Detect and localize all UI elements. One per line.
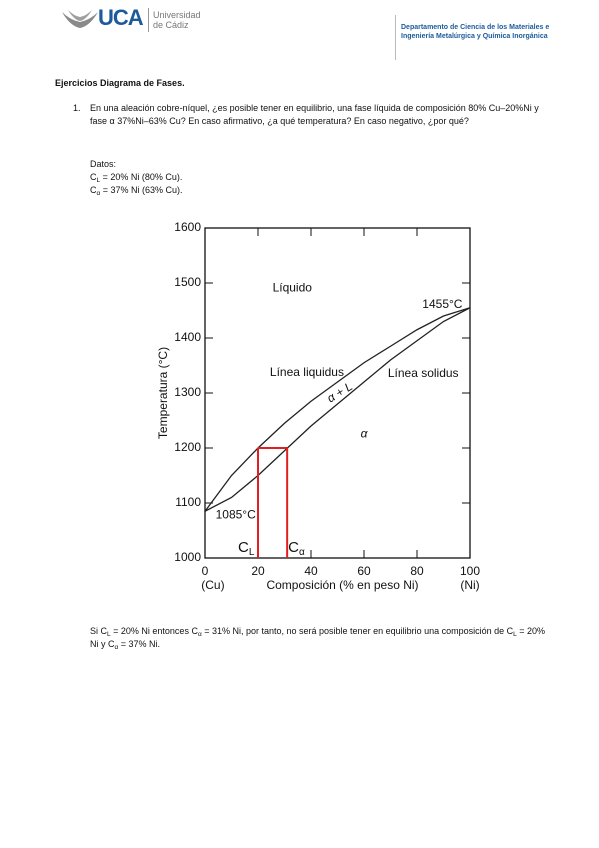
datos-text: = 20% Ni (80% Cu).: [100, 172, 183, 182]
y-axis-label: Temperatura (°C): [156, 347, 170, 439]
conclusion-subscript: L: [513, 631, 517, 638]
datos-text: = 37% Ni (63% Cu).: [100, 185, 183, 195]
conclusion-text: = 31% Ni, por tanto, no será posible ten…: [201, 626, 514, 636]
datos-line: CL = 20% Ni (80% Cu).: [90, 171, 183, 184]
x-axis-label: Composición (% en peso Ni): [266, 578, 418, 592]
phase-line: [204, 307, 471, 512]
datos-subscript: α: [96, 190, 101, 197]
annotation: 1455°C: [422, 297, 462, 311]
x-tick-label: 20: [251, 564, 265, 578]
department: Departamento de Ciencia de los Materiale…: [401, 23, 549, 41]
conclusion-subscript: L: [107, 631, 111, 638]
marker-label-text: C: [238, 539, 249, 556]
phase-diagram: 0 20 40 60 80 100 1000 1100 1200 1300 1400 1500 1600…: [156, 220, 480, 592]
datos-lines: CL = 20% Ni (80% Cu). Cα = 37% Ni (63% Cu…: [90, 171, 183, 197]
question-text: En una aleación cobre-níquel, ¿es posibl…: [90, 103, 539, 126]
department-line: Ingeniería Metalúrgica y Química Inorgán…: [401, 33, 548, 40]
y-tick-label: 1100: [175, 495, 201, 509]
marker-label-subscript: L: [249, 547, 255, 558]
marker-label-subscript: α: [299, 547, 305, 558]
annotation: Líquido: [273, 281, 313, 295]
datos-line: Cα = 37% Ni (63% Cu).: [90, 184, 183, 197]
university: Universidad de Cádiz: [153, 10, 201, 30]
marker-label: CL: [238, 539, 255, 558]
phase-line: [204, 307, 471, 512]
conclusion-subscript: α: [197, 631, 202, 638]
university-line: Universidad: [153, 10, 201, 20]
logo-icon: [62, 10, 98, 28]
title: Ejercicios Diagrama de Fases.: [55, 78, 185, 88]
series-label: Línea liquidus: [270, 365, 344, 379]
y-tick-label: 1600: [174, 220, 201, 234]
x-tick-label: 100: [460, 564, 480, 578]
y-tick-label: 1500: [174, 275, 201, 289]
question-number: 1.: [73, 103, 81, 113]
x-tick-label: 40: [304, 564, 318, 578]
marker-label-text: C: [288, 539, 299, 556]
department-line: Departamento de Ciencia de los Materiale…: [401, 24, 550, 31]
university-line: de Cádiz: [153, 20, 189, 30]
datos-subscript: L: [96, 177, 101, 184]
divider: [148, 8, 149, 32]
conclusion: Si CL = 20% Ni entonces Cα = 31% Ni, por…: [90, 625, 552, 651]
annotation: (Cu): [201, 578, 224, 592]
series-label: Línea solidus: [388, 366, 459, 380]
conclusion-subscript: α: [114, 644, 119, 651]
annotation: 1085°C: [216, 507, 256, 521]
marker-label: Cα: [288, 539, 305, 558]
y-tick-label: 1000: [174, 550, 201, 564]
annotation: α: [361, 426, 369, 440]
datos-label: Datos:: [90, 159, 117, 169]
x-tick-label: 0: [202, 564, 209, 578]
x-tick-label: 60: [357, 564, 371, 578]
divider: [395, 15, 396, 60]
conclusion-text: = 20% Ni entonces C: [110, 626, 198, 636]
conclusion-text: Si C: [90, 626, 108, 636]
annotation: (Ni): [460, 578, 479, 592]
y-tick-label: 1200: [174, 440, 201, 454]
y-tick-label: 1400: [174, 330, 201, 344]
logo-text: UCA: [98, 5, 144, 30]
y-tick-label: 1300: [174, 385, 201, 399]
x-tick-label: 80: [410, 564, 424, 578]
datos-text: C: [90, 185, 97, 195]
conclusion-text: = 20% Ni y C: [90, 626, 546, 649]
conclusion-text: = 37% Ni.: [118, 639, 161, 649]
datos-text: C: [90, 172, 97, 182]
